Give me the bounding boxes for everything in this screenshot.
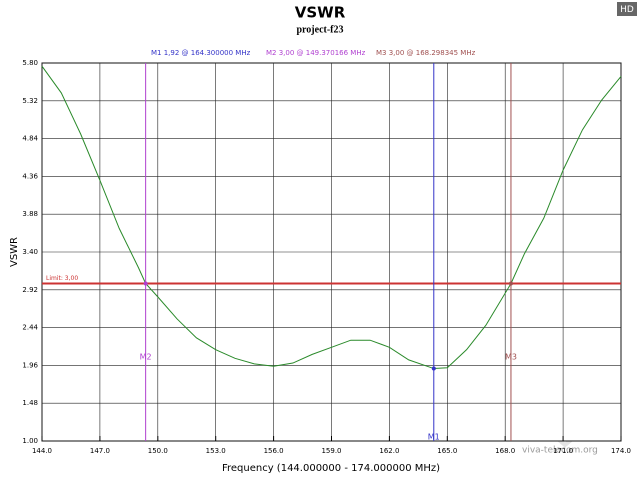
y-tick-label: 4.36 (22, 172, 38, 180)
marker-dot (508, 281, 513, 286)
x-tick-label: 174.0 (611, 447, 631, 455)
chart-subtitle: project-f23 (296, 24, 343, 35)
marker-label: M2 (140, 353, 152, 362)
x-tick-label: 165.0 (437, 447, 457, 455)
marker-dot (143, 281, 148, 286)
y-tick-label: 2.44 (22, 324, 38, 332)
x-tick-label: 150.0 (148, 447, 168, 455)
marker-readout: M3 3,00 @ 168.298345 MHz (376, 49, 476, 57)
x-axis-label: Frequency (144.000000 - 174.000000 MHz) (222, 463, 440, 474)
badge: HD (620, 5, 634, 15)
x-tick-label: 162.0 (379, 447, 399, 455)
chart-title: VSWR (295, 4, 346, 22)
y-axis-label: VSWR (9, 237, 20, 267)
watermark: viva-telecom.org (522, 446, 598, 456)
x-tick-label: 171.0 (553, 447, 573, 455)
y-tick-label: 2.92 (22, 286, 38, 294)
y-tick-label: 5.80 (22, 59, 38, 67)
x-tick-label: 156.0 (264, 447, 284, 455)
y-tick-label: 1.48 (22, 399, 38, 407)
marker-label: M1 (428, 433, 440, 442)
marker-readout: M2 3,00 @ 149.370166 MHz (266, 49, 366, 57)
badge-box (617, 2, 637, 16)
y-tick-label: 3.40 (22, 248, 38, 256)
x-tick-label: 168.0 (495, 447, 515, 455)
marker-label: M3 (505, 353, 517, 362)
y-tick-label: 3.88 (22, 210, 38, 218)
x-tick-label: 144.0 (32, 447, 52, 455)
marker-readout: M1 1,92 @ 164.300000 MHz (151, 49, 251, 57)
x-tick-label: 159.0 (321, 447, 341, 455)
y-tick-label: 1.96 (22, 361, 38, 369)
x-tick-label: 147.0 (90, 447, 110, 455)
x-tick-label: 153.0 (206, 447, 226, 455)
y-tick-label: 1.00 (22, 437, 38, 445)
marker-dot (431, 366, 436, 371)
limit-label: Limit: 3,00 (46, 275, 78, 282)
vswr-curve (41, 65, 622, 370)
y-tick-label: 4.84 (22, 135, 38, 143)
y-tick-label: 5.32 (22, 97, 38, 105)
